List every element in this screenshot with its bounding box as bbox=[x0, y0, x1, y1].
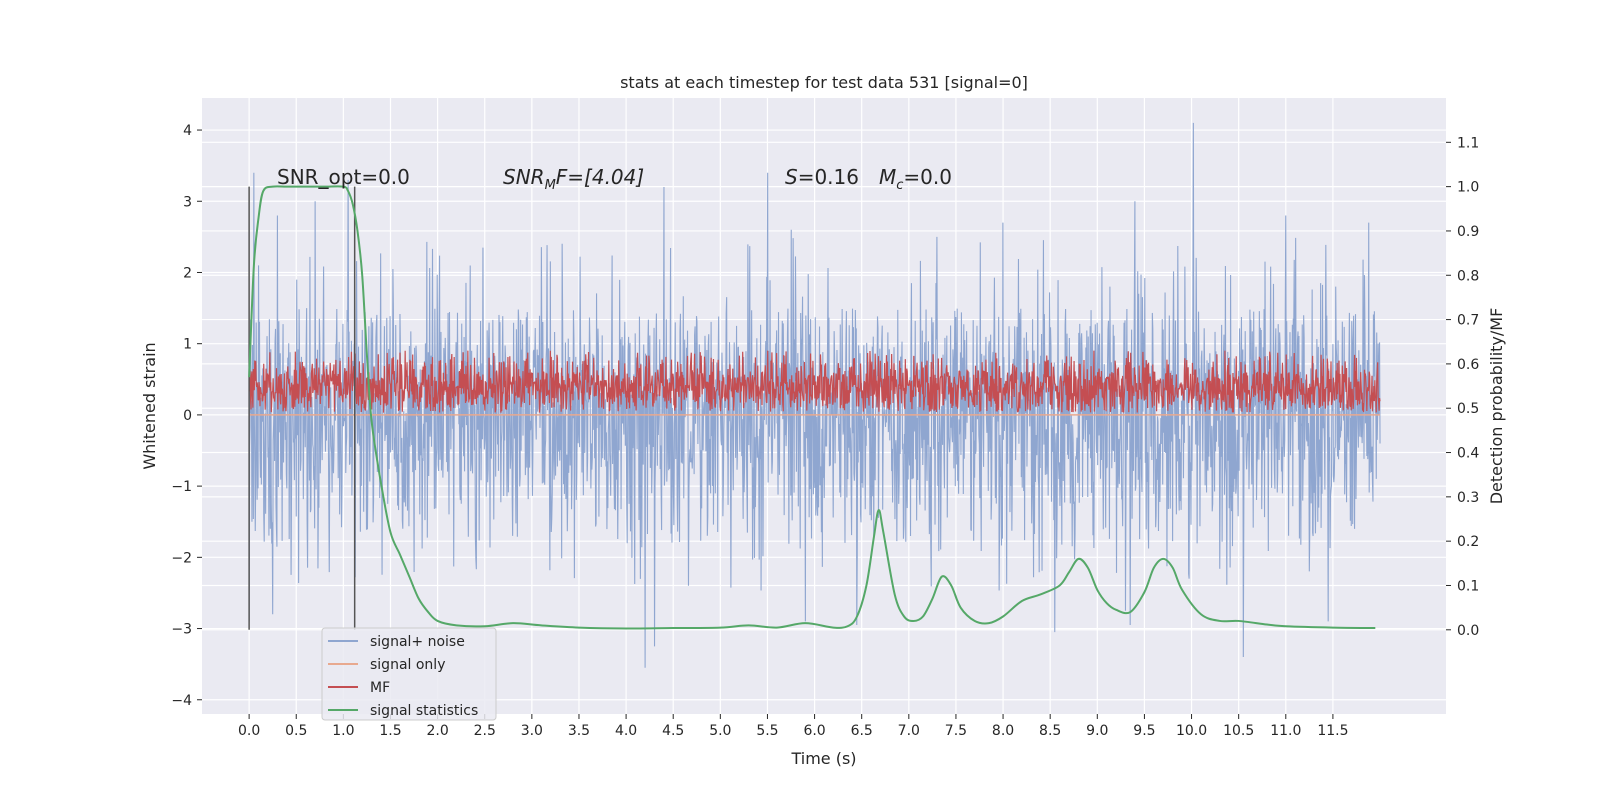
x-tick-label: 7.5 bbox=[945, 723, 967, 739]
x-tick-label: 6.0 bbox=[803, 723, 825, 739]
x-tick-label: 11.5 bbox=[1317, 723, 1348, 739]
x-tick-label: 9.0 bbox=[1086, 723, 1108, 739]
y-axis-right: 1.1 1.0 0.9 0.8 0.7 0.6 0.5 0.4 0.3 0.2 0.1 0.0 bbox=[1446, 135, 1479, 639]
y-tick-label: −2 bbox=[171, 550, 192, 566]
series-mf-line bbox=[248, 350, 1381, 413]
x-axis: 0.0 0.5 1.0 1.5 2.0 2.5 3.0 3.5 4.0 4.5 5.0 5.5 6.0 6… bbox=[238, 714, 1348, 739]
annotation-snr-mf: SNRMF=[4.04] bbox=[503, 165, 644, 193]
y-tick-label: 4 bbox=[183, 123, 192, 139]
x-tick-label: 0.5 bbox=[285, 723, 307, 739]
y2-tick-label: 0.4 bbox=[1457, 446, 1479, 462]
x-axis-label: Time (s) bbox=[790, 749, 856, 768]
x-tick-label: 8.5 bbox=[1039, 723, 1061, 739]
snr-mf-prefix: SNR bbox=[503, 165, 545, 189]
y2-tick-label: 0.6 bbox=[1457, 357, 1479, 373]
y2-tick-label: 0.3 bbox=[1457, 490, 1479, 506]
x-tick-label: 1.0 bbox=[332, 723, 354, 739]
x-tick-label: 10.0 bbox=[1176, 723, 1207, 739]
series-signal-statistics-line bbox=[248, 185, 1376, 630]
y-tick-label: 1 bbox=[183, 337, 192, 353]
y-axis-label: Whitened strain bbox=[140, 342, 159, 469]
series-signal-noise-line bbox=[248, 122, 1381, 668]
y-tick-label: 3 bbox=[183, 194, 192, 210]
y-tick-label: −1 bbox=[171, 479, 192, 495]
legend-label: signal only bbox=[370, 657, 445, 673]
legend-box bbox=[321, 627, 497, 721]
legend-label: MF bbox=[370, 680, 390, 696]
y2-tick-label: 1.0 bbox=[1457, 180, 1479, 196]
x-tick-label: 5.0 bbox=[709, 723, 731, 739]
x-tick-label: 4.5 bbox=[662, 723, 684, 739]
s-value: =0.16 bbox=[798, 165, 859, 189]
legend: signal+ noise signal only MF signal statist… bbox=[321, 627, 497, 721]
x-tick-label: 2.5 bbox=[474, 723, 496, 739]
y2-tick-label: 0.8 bbox=[1457, 268, 1479, 284]
y-axis-left: 4 3 2 1 0 −1 −2 −3 −4 bbox=[171, 123, 202, 709]
y2-tick-label: 0.5 bbox=[1457, 401, 1479, 417]
y-tick-label: −3 bbox=[171, 622, 192, 638]
x-tick-label: 9.5 bbox=[1133, 723, 1155, 739]
x-tick-label: 1.5 bbox=[379, 723, 401, 739]
x-tick-label: 10.5 bbox=[1223, 723, 1254, 739]
y2-tick-label: 0.1 bbox=[1457, 578, 1479, 594]
snr-mf-sub: M bbox=[545, 178, 556, 193]
x-tick-label: 3.5 bbox=[568, 723, 590, 739]
y2-tick-label: 0.0 bbox=[1457, 623, 1479, 639]
y2-tick-label: 0.9 bbox=[1457, 224, 1479, 240]
snr-mf-suffix: F=[4.04] bbox=[556, 165, 644, 189]
chart-title: stats at each timestep for test data 531… bbox=[620, 73, 1028, 92]
y-tick-label: −4 bbox=[171, 693, 192, 709]
x-tick-label: 5.5 bbox=[756, 723, 778, 739]
annotation-mc: Mc=0.0 bbox=[879, 165, 952, 193]
y-tick-label: 0 bbox=[183, 408, 192, 424]
series-layer bbox=[248, 122, 1381, 668]
y-tick-label: 2 bbox=[183, 265, 192, 281]
x-tick-label: 6.5 bbox=[851, 723, 873, 739]
mc-value: =0.0 bbox=[903, 165, 952, 189]
y2-axis-label: Detection probability/MF bbox=[1487, 308, 1506, 505]
x-tick-label: 7.0 bbox=[898, 723, 920, 739]
x-tick-label: 0.0 bbox=[238, 723, 260, 739]
x-tick-label: 2.0 bbox=[426, 723, 448, 739]
annotation-s: S=0.16 bbox=[785, 165, 859, 189]
y2-tick-label: 1.1 bbox=[1457, 135, 1479, 151]
x-tick-label: 3.0 bbox=[521, 723, 543, 739]
y2-tick-label: 0.2 bbox=[1457, 534, 1479, 550]
x-tick-label: 8.0 bbox=[992, 723, 1014, 739]
annotation-snr-opt: SNR_opt=0.0 bbox=[277, 165, 410, 189]
legend-label: signal+ noise bbox=[370, 634, 465, 650]
legend-label: signal statistics bbox=[370, 703, 478, 719]
mc-sub: c bbox=[896, 178, 903, 193]
x-tick-label: 11.0 bbox=[1270, 723, 1301, 739]
mc-prefix: M bbox=[879, 165, 896, 189]
s-prefix: S bbox=[785, 165, 798, 189]
y2-tick-label: 0.7 bbox=[1457, 313, 1479, 329]
x-tick-label: 4.0 bbox=[615, 723, 637, 739]
